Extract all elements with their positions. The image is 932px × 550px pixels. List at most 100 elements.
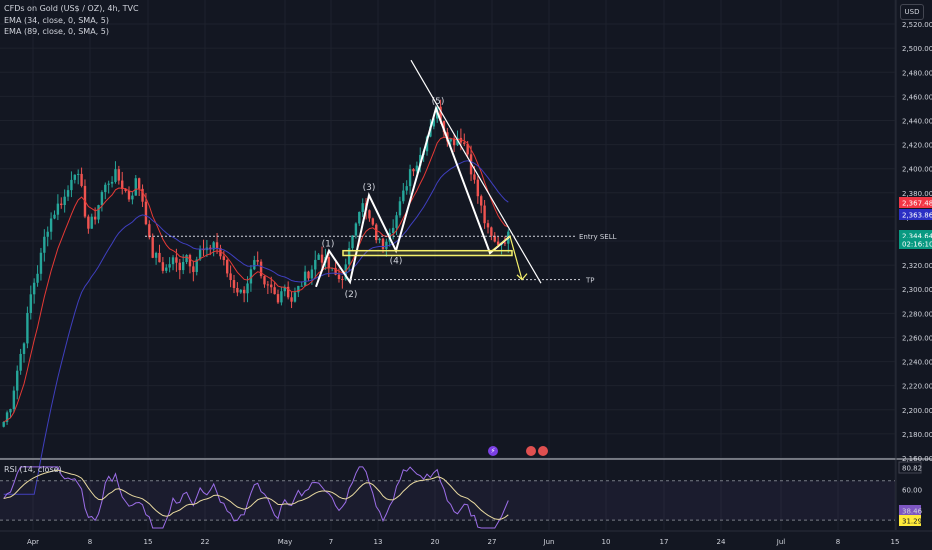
- candle-body: [490, 227, 493, 236]
- candle-body: [327, 256, 331, 269]
- candle-body: [148, 224, 151, 238]
- candle-body: [198, 248, 202, 260]
- time-tick-label: 17: [660, 538, 669, 546]
- candle-body: [385, 241, 388, 249]
- candle-body: [137, 178, 141, 189]
- time-tick-label: 8: [88, 538, 92, 546]
- candle-body: [480, 196, 483, 206]
- candle-body: [283, 286, 286, 292]
- candle-body: [300, 285, 303, 287]
- candle-body: [90, 216, 93, 229]
- wave-label: (2): [345, 290, 358, 300]
- candle-body: [29, 294, 32, 313]
- candle-body: [266, 284, 270, 286]
- candle-body: [226, 260, 229, 274]
- projection-path: [491, 235, 523, 280]
- candle-body: [320, 254, 324, 263]
- candle-body: [503, 242, 507, 244]
- candle-body: [53, 214, 56, 219]
- candle-body: [290, 297, 293, 302]
- candle-body: [317, 254, 320, 260]
- rsi-badge: [899, 484, 921, 495]
- support-zone: [342, 249, 513, 257]
- candle-body: [141, 188, 144, 202]
- candle-body: [347, 248, 351, 265]
- candle-body: [178, 262, 181, 271]
- candle-body: [168, 264, 171, 268]
- candle-body: [12, 390, 16, 409]
- ema34-legend: EMA (34, close, 0, SMA, 5): [4, 16, 109, 25]
- candle-body: [134, 178, 137, 196]
- time-tick-label: 10: [602, 538, 611, 546]
- candle-body: [493, 235, 496, 242]
- candle-body: [432, 118, 435, 127]
- candle-body: [19, 353, 22, 371]
- us-flag-icon[interactable]: [526, 446, 536, 456]
- price-badge-label: 2,367.48: [902, 200, 932, 208]
- candle-body: [375, 224, 378, 241]
- candle-body: [405, 186, 408, 191]
- ema34-line: [3, 136, 509, 423]
- candle-body: [63, 196, 66, 206]
- candle-body: [181, 262, 185, 271]
- candle-body: [256, 260, 259, 262]
- rsi-legend: RSI (14, close): [4, 465, 62, 474]
- candle-body: [253, 260, 256, 270]
- candle-body: [124, 188, 127, 191]
- time-tick-label: May: [278, 538, 292, 546]
- candle-body: [93, 216, 97, 220]
- price-tick-label: 2,520.00: [902, 21, 932, 29]
- candle-body: [114, 169, 117, 182]
- candle-body: [442, 120, 446, 133]
- candle-body: [222, 256, 226, 261]
- price-tick-label: 2,260.00: [902, 334, 932, 342]
- price-tick-label: 2,240.00: [902, 359, 932, 367]
- rsi-line: [3, 466, 509, 529]
- candle-body: [473, 174, 476, 180]
- candle-body: [351, 235, 354, 249]
- price-badge: [899, 230, 932, 241]
- candle-body: [46, 231, 49, 237]
- candle-body: [2, 421, 5, 427]
- ema89-legend: EMA (89, close, 0, SMA, 5): [4, 27, 109, 36]
- candle-body: [229, 273, 232, 281]
- candle-body: [307, 271, 310, 279]
- candle-body: [341, 279, 344, 281]
- time-tick-label: 15: [891, 538, 900, 546]
- currency-button[interactable]: USD: [900, 4, 924, 20]
- candle-body: [408, 169, 412, 187]
- price-tick-label: 2,460.00: [902, 93, 932, 101]
- price-tick-label: 2,300.00: [902, 286, 932, 294]
- time-tick-label: 24: [717, 538, 726, 546]
- candle-body: [337, 274, 341, 280]
- flash-icon[interactable]: ⚡: [488, 446, 498, 456]
- candle-body: [270, 284, 273, 288]
- price-tick-label: 2,400.00: [902, 166, 932, 174]
- us-flag-icon[interactable]: [538, 446, 548, 456]
- candle-body: [158, 252, 161, 263]
- candle-body: [171, 257, 175, 265]
- candle-body: [121, 180, 124, 189]
- candle-body: [77, 173, 80, 175]
- price-badge: [899, 238, 932, 249]
- candle-body: [39, 252, 43, 274]
- candle-body: [236, 287, 239, 293]
- candle-body: [452, 138, 456, 146]
- time-tick-label: Jul: [776, 538, 786, 546]
- candle-body: [412, 169, 415, 172]
- projection-arrow: [516, 273, 528, 281]
- price-badge: [899, 209, 932, 220]
- rsi-badge-label: 31.29: [902, 518, 922, 526]
- candle-body: [26, 312, 29, 344]
- candle-body: [151, 237, 154, 258]
- candle-body: [107, 183, 110, 185]
- candle-body: [466, 143, 469, 155]
- rsi-badge-label: 80.82: [902, 465, 922, 473]
- candle-body: [496, 241, 500, 245]
- price-tick-label: 2,480.00: [902, 69, 932, 77]
- time-tick-label: 15: [144, 538, 153, 546]
- candle-body: [276, 294, 280, 303]
- price-badge-label: 02:16:10: [902, 241, 932, 249]
